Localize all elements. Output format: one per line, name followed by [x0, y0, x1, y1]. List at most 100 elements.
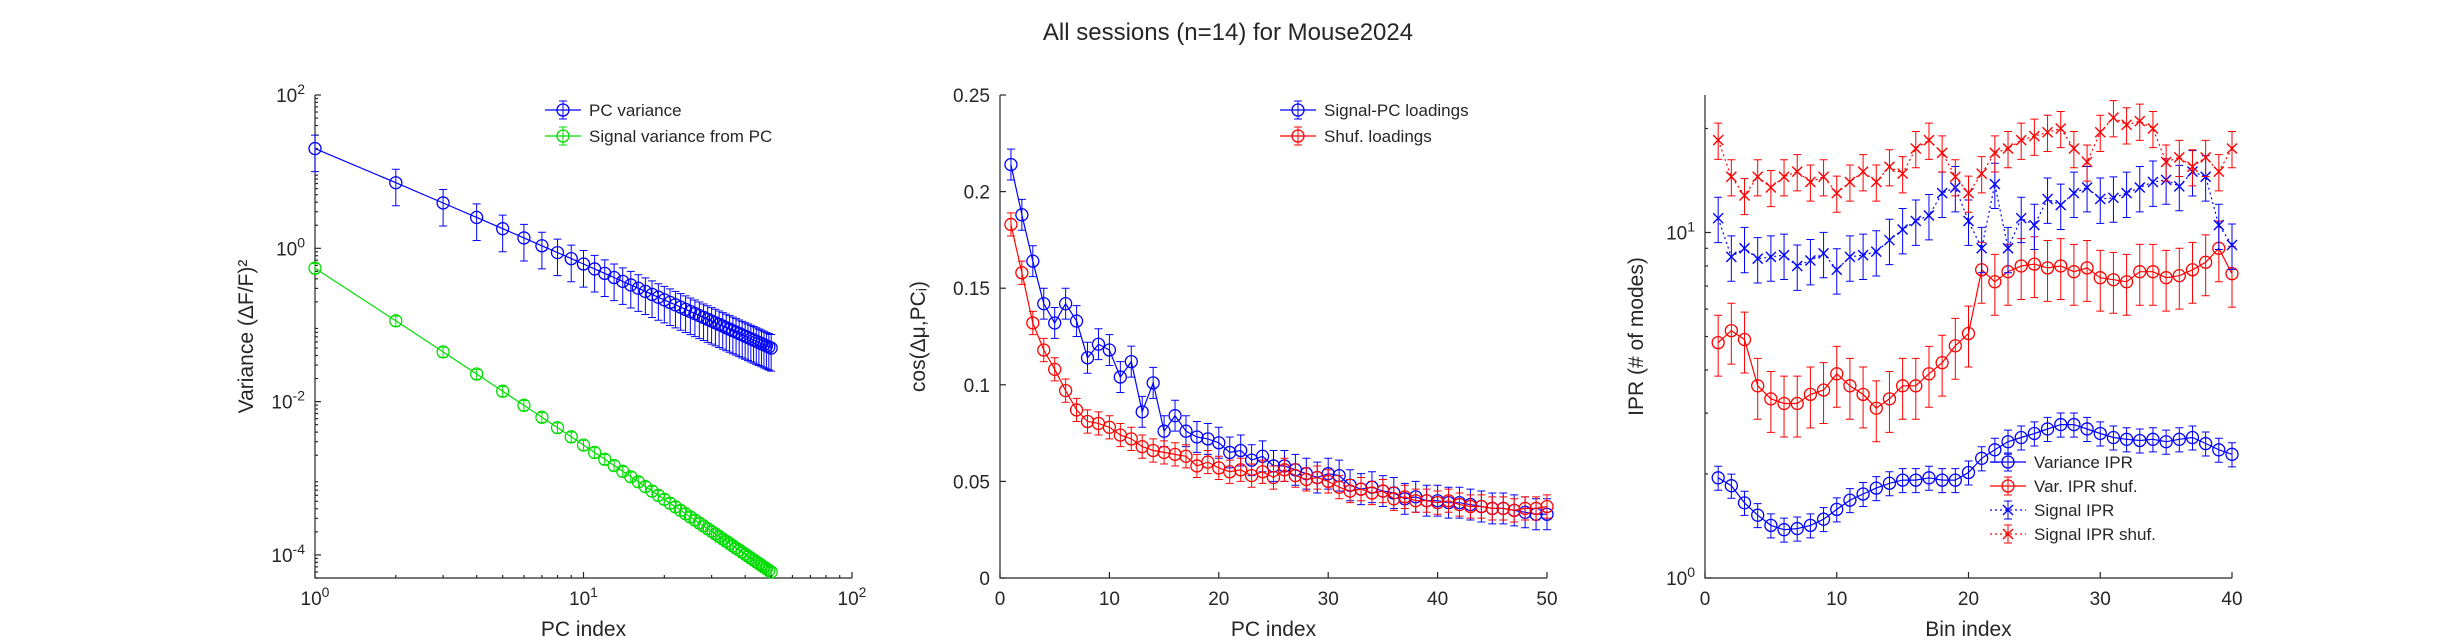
point: [1026, 316, 1040, 330]
point: [1168, 409, 1182, 423]
error-bar: [1924, 345, 1933, 408]
point: [556, 129, 570, 143]
point: [1712, 134, 1724, 146]
error-bar: [1806, 164, 1815, 202]
error-bar: [686, 297, 695, 336]
error-bar: [2148, 110, 2157, 149]
point: [1882, 392, 1897, 406]
point: [1961, 326, 1976, 341]
plot-area: [1711, 100, 2239, 543]
point: [1485, 501, 1499, 516]
y-axis-label: cos(Δμ,PCᵢ): [907, 281, 930, 392]
legend-label: Signal-PC loadings: [1324, 101, 1469, 120]
point: [1803, 387, 1818, 402]
point: [1135, 405, 1149, 419]
point: [1015, 266, 1029, 280]
x-tick-label: 50: [1536, 589, 1557, 610]
error-bar: [1924, 122, 1933, 160]
point: [1935, 473, 1949, 487]
y-ticks: 0 0.05 0.1 0.15 0.2 0.25: [953, 86, 1006, 590]
point: [2146, 432, 2160, 446]
point: [1255, 465, 1270, 479]
point: [2107, 192, 2119, 204]
error-bar: [1977, 226, 1986, 274]
point: [708, 527, 723, 541]
error-bar: [1924, 194, 1933, 241]
error-bar: [553, 238, 562, 277]
error-bar: [2135, 165, 2144, 213]
point: [2055, 122, 2067, 134]
point: [1518, 501, 1532, 516]
error-bar: [1727, 235, 1736, 282]
point: [2147, 122, 2159, 134]
point: [631, 475, 645, 489]
point: [1725, 251, 1737, 263]
point: [2226, 143, 2238, 155]
point: [719, 534, 733, 548]
point: [1830, 502, 1844, 517]
point: [1791, 260, 1803, 272]
point: [1048, 362, 1062, 376]
error-bar: [2228, 442, 2236, 468]
error-bar: [2030, 118, 2039, 156]
error-bar: [2201, 234, 2210, 297]
point: [1452, 497, 1467, 512]
error-bar: [722, 313, 731, 352]
point: [722, 536, 737, 551]
point: [496, 222, 510, 236]
error-bar: [1872, 230, 1881, 277]
point: [2014, 259, 2028, 273]
point: [1069, 314, 1084, 328]
error-bar: [1766, 169, 1775, 208]
error-bar: [1872, 164, 1881, 202]
point: [1004, 217, 1018, 232]
point: [1540, 499, 1554, 514]
point: [1816, 512, 1831, 526]
point: [1091, 337, 1106, 351]
series-1: [1711, 412, 2239, 543]
error-bar: [2162, 144, 2171, 182]
point: [2055, 199, 2067, 211]
point: [2028, 130, 2040, 142]
point: [1277, 463, 1292, 477]
point: [2042, 126, 2054, 138]
point: [2225, 447, 2239, 461]
point: [1124, 432, 1138, 446]
point: [712, 529, 726, 544]
point: [1223, 445, 1237, 460]
x-tick-label: 40: [2221, 589, 2242, 610]
point: [704, 524, 719, 538]
point: [1752, 253, 1764, 265]
point: [1844, 176, 1856, 188]
point: [2159, 271, 2173, 285]
legend-label: Signal IPR: [2034, 501, 2114, 520]
point: [1212, 436, 1226, 450]
error-bar: [699, 303, 708, 342]
point: [2173, 151, 2185, 163]
point: [576, 438, 591, 452]
point: [2001, 435, 2015, 449]
point: [1777, 396, 1791, 411]
point: [1936, 147, 1948, 159]
error-bar: [519, 223, 528, 262]
error-bar: [2175, 139, 2184, 178]
point: [2213, 219, 2225, 231]
error-bar: [2096, 249, 2105, 312]
point: [1895, 473, 1910, 487]
point: [2160, 156, 2172, 168]
error-bar: [690, 299, 699, 338]
chart-panel-2: 0 10 20 30 40 50 0 0.05 0.1 0.15 0.2 0.25 PC index co…: [907, 86, 1558, 641]
error-bar: [1990, 135, 1999, 173]
point: [1935, 356, 1949, 370]
plot-area: [1004, 148, 1554, 531]
series-line: [1717, 116, 2233, 197]
error-bar: [1845, 357, 1854, 420]
error-bar: [1951, 159, 1960, 197]
point: [1299, 472, 1313, 487]
error-bar: [2109, 251, 2118, 314]
error-bar: [498, 214, 507, 253]
point: [624, 470, 638, 484]
x-tick-label: 20: [1208, 589, 1229, 610]
